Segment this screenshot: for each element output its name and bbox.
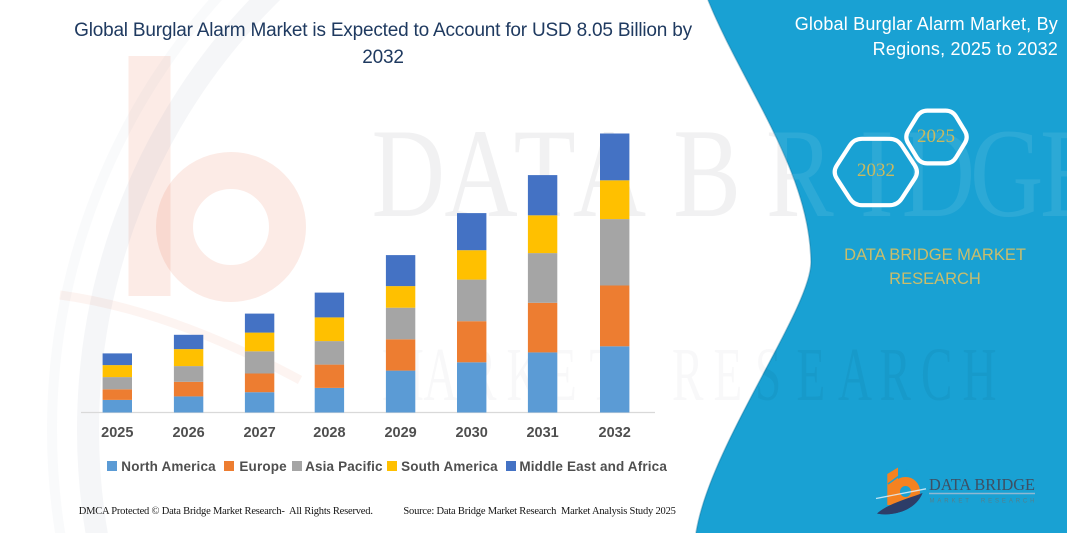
svg-text:DATA BRIDGE: DATA BRIDGE: [929, 475, 1035, 494]
svg-text:MARKET RESEARCH: MARKET RESEARCH: [930, 499, 1035, 505]
